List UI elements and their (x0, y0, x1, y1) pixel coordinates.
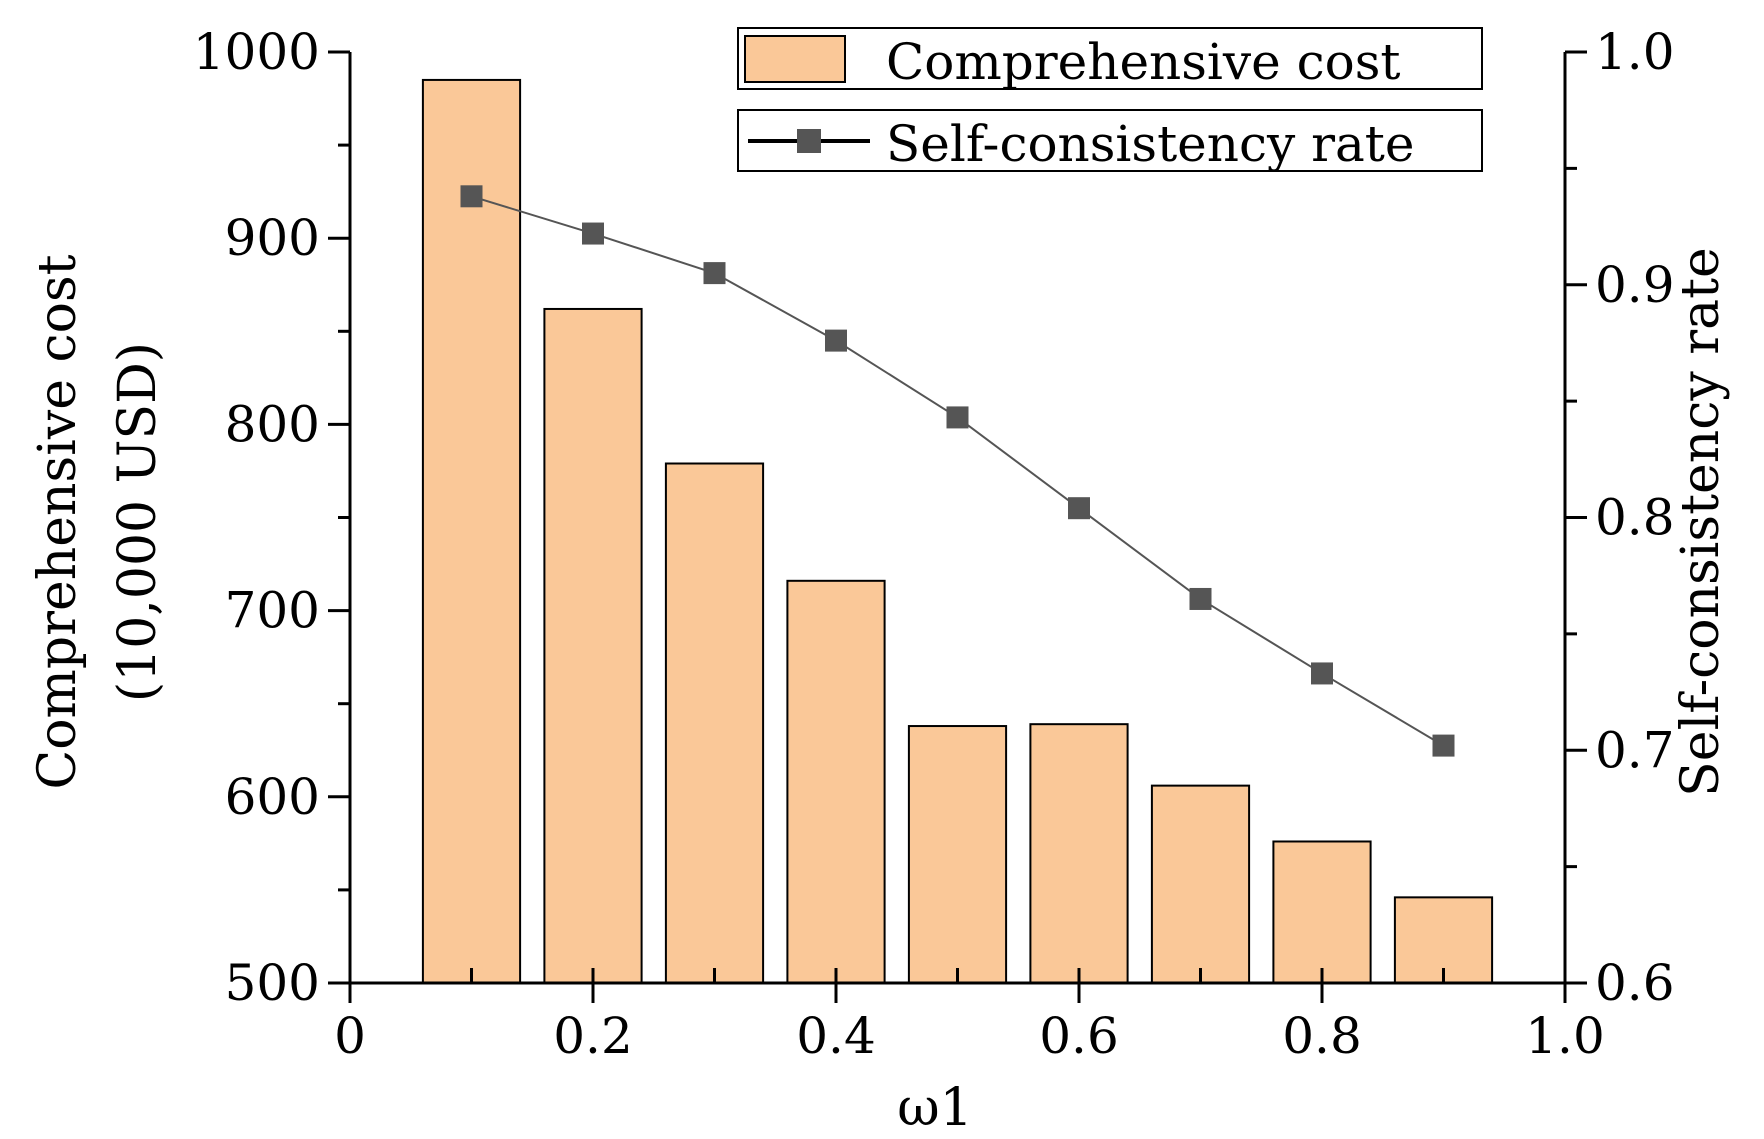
x-tick-label: 0.8 (1282, 1007, 1362, 1065)
y-right-tick-label: 0.8 (1595, 489, 1675, 547)
y-left-axis-title-line1: Comprehensive cost (28, 254, 88, 789)
x-tick-label: 1.0 (1525, 1007, 1605, 1065)
labels-layer: 500 600 700 800 900 1000 0.6 0.7 0.8 0.9 1.0 0 0.2 0.… (193, 23, 1675, 1065)
line-point-8 (1311, 662, 1333, 685)
line-layer (460, 185, 1455, 757)
line-point-2 (582, 222, 604, 245)
y-right-tick-label: 0.9 (1595, 256, 1675, 314)
line-point-7 (1189, 587, 1212, 610)
legend-marker-rate (797, 129, 821, 153)
line-point-5 (946, 406, 969, 429)
bar-5 (907, 725, 1008, 984)
legend-swatch-cost (744, 35, 846, 83)
legend: Comprehensive cost Self-consistency rate (737, 27, 1483, 173)
bar-7 (1150, 784, 1251, 984)
line-point-3 (703, 262, 726, 285)
y-left-tick-label: 800 (225, 395, 320, 453)
y-left-tick-label: 1000 (193, 23, 320, 81)
x-tick-label: 0.2 (553, 1007, 633, 1065)
bar-6 (1029, 723, 1129, 984)
x-axis-title: ω1 (897, 1078, 973, 1138)
y-right-tick-label: 0.7 (1595, 721, 1675, 779)
y-right-tick-label: 0.6 (1595, 954, 1675, 1012)
line-point-1 (460, 185, 483, 208)
y-left-axis-title-line2: (10,000 USD) (108, 342, 168, 702)
y-left-tick-label: 900 (225, 209, 320, 267)
axes-layer (328, 50, 1587, 1003)
legend-label-cost: Comprehensive cost (886, 33, 1401, 91)
bar-8 (1272, 840, 1372, 984)
x-tick-label: 0 (334, 1007, 366, 1065)
y-right-tick-label: 1.0 (1595, 23, 1675, 81)
bar-4 (786, 579, 886, 984)
legend-box-cost (737, 27, 1483, 90)
x-tick-label: 0.6 (1039, 1007, 1119, 1065)
line-point-4 (825, 329, 847, 352)
bar-1 (421, 78, 522, 985)
legend-label-rate: Self-consistency rate (886, 115, 1415, 173)
line-point-6 (1068, 497, 1090, 520)
bar-2 (543, 307, 643, 984)
bar-3 (664, 462, 765, 984)
y-left-tick-label: 600 (225, 768, 320, 826)
y-right-axis-title: Self-consistency rate (1671, 247, 1731, 797)
bars-layer (421, 78, 1494, 985)
y-left-tick-label: 700 (225, 582, 320, 640)
y-left-tick-label: 500 (225, 954, 320, 1012)
line-point-9 (1432, 734, 1455, 757)
x-tick-label: 0.4 (796, 1007, 876, 1065)
